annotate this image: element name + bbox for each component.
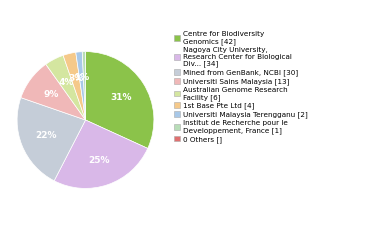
Wedge shape <box>17 98 85 181</box>
Wedge shape <box>46 55 86 120</box>
Wedge shape <box>54 120 148 188</box>
Legend: Centre for Biodiversity
Genomics [42], Nagoya City University,
Research Center f: Centre for Biodiversity Genomics [42], N… <box>174 31 308 143</box>
Wedge shape <box>76 52 86 120</box>
Text: 3%: 3% <box>68 74 83 83</box>
Wedge shape <box>82 52 86 120</box>
Text: 31%: 31% <box>111 93 132 102</box>
Text: 25%: 25% <box>89 156 110 165</box>
Wedge shape <box>63 52 86 120</box>
Text: 4%: 4% <box>59 78 74 87</box>
Wedge shape <box>86 52 154 148</box>
Text: 1%: 1% <box>74 73 89 82</box>
Wedge shape <box>21 64 86 120</box>
Text: 9%: 9% <box>44 90 59 99</box>
Text: 22%: 22% <box>35 131 57 140</box>
